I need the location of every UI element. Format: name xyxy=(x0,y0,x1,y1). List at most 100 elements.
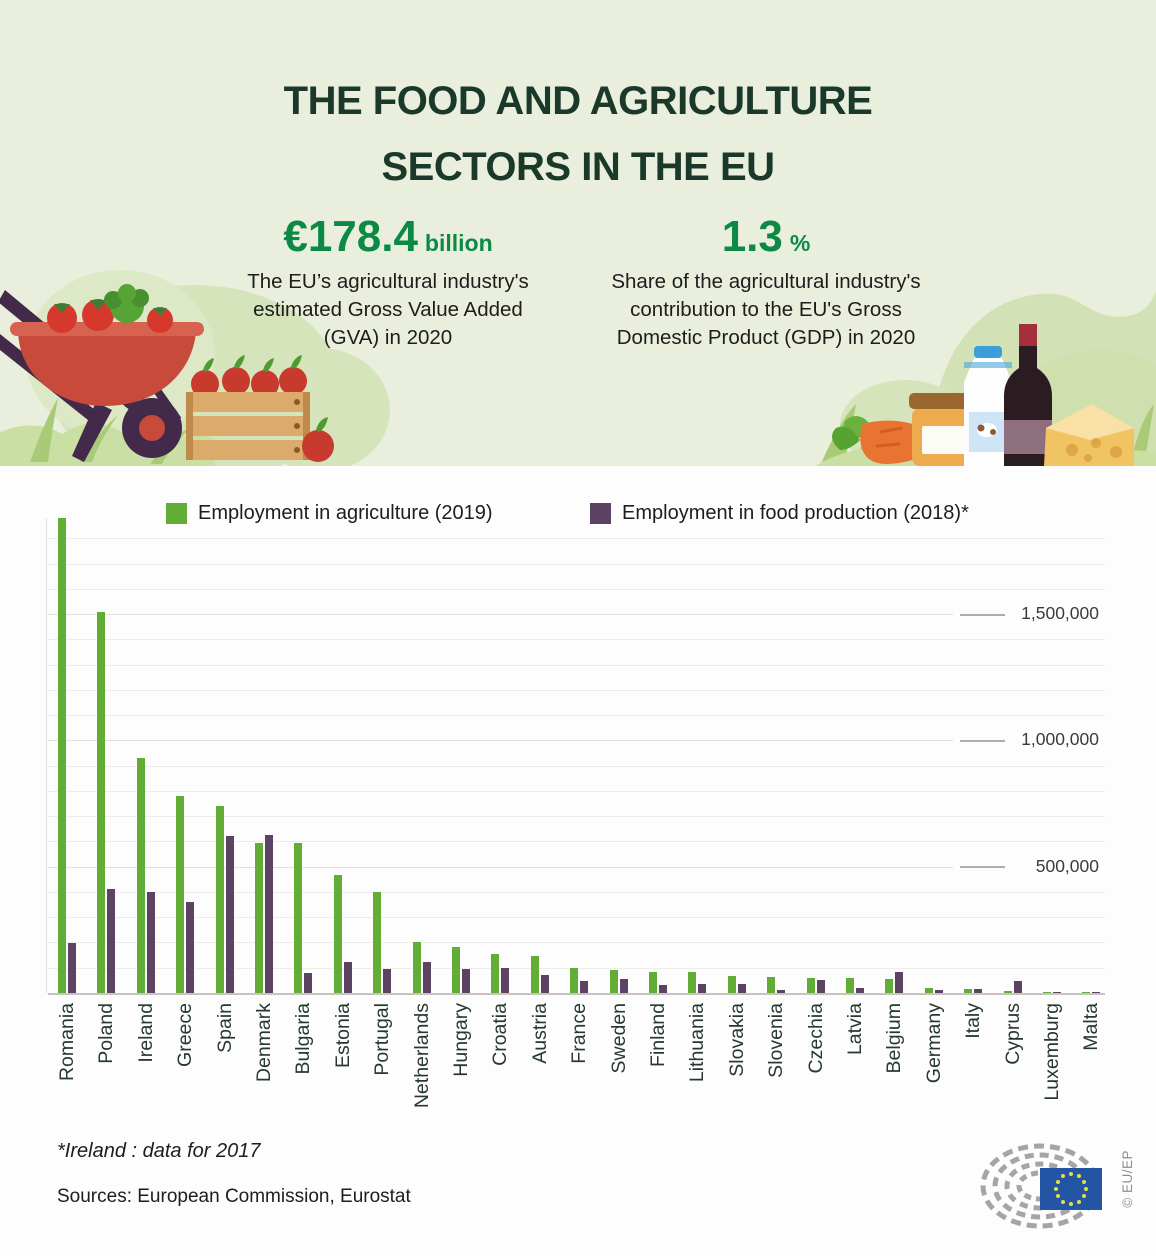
bar-agriculture-romania xyxy=(58,518,66,993)
bar-food-production-bulgaria xyxy=(304,973,313,993)
gridline xyxy=(48,740,953,742)
gridline xyxy=(48,765,1105,767)
bar-food-production-cyprus xyxy=(1013,981,1022,993)
bar-agriculture-cyprus xyxy=(1003,991,1012,993)
bar-agriculture-hungary xyxy=(452,947,460,993)
bar-food-production-germany xyxy=(934,990,943,993)
x-axis-label-netherlands: Netherlands xyxy=(410,1003,433,1109)
gridline xyxy=(48,715,1105,717)
milk-bottle-icon xyxy=(964,346,1012,466)
bar-agriculture-france xyxy=(570,968,579,993)
y-axis-label: 500,000 xyxy=(1035,855,1099,876)
gridline xyxy=(48,790,1105,792)
bar-agriculture-netherlands xyxy=(412,942,421,993)
gridline xyxy=(48,614,953,616)
gridline xyxy=(48,563,1105,565)
bar-agriculture-germany xyxy=(924,988,933,993)
bar-food-production-latvia xyxy=(856,988,864,993)
stat-gdp-description: Share of the agricultural industry's con… xyxy=(611,270,921,349)
gridline xyxy=(48,538,1105,540)
x-axis-label-denmark: Denmark xyxy=(253,1003,275,1083)
copyright-credit: © EU/EP xyxy=(1120,1150,1135,1208)
bar-agriculture-italy xyxy=(964,989,973,993)
legend-swatch-agriculture xyxy=(166,503,187,524)
x-axis-label-estonia: Estonia xyxy=(331,1003,354,1069)
x-axis-label-luxemburg: Luxemburg xyxy=(1041,1003,1063,1101)
footnote-ireland: *Ireland : data for 2017 xyxy=(57,1140,261,1162)
stat-gva-value: €178.4 xyxy=(283,212,418,261)
bar-food-production-hungary xyxy=(462,969,470,993)
x-axis-label-lithuania: Lithuania xyxy=(686,1003,709,1083)
bar-agriculture-poland xyxy=(97,612,106,993)
bar-agriculture-portugal xyxy=(373,892,382,993)
bar-food-production-croatia xyxy=(501,968,510,993)
x-axis-label-czechia: Czechia xyxy=(804,1003,827,1074)
y-tick xyxy=(960,739,1005,742)
gridline xyxy=(48,891,1105,893)
x-axis-label-croatia: Croatia xyxy=(489,1003,512,1066)
bar-agriculture-ireland xyxy=(136,758,145,993)
x-axis-label-ireland: Ireland xyxy=(134,1003,157,1063)
jar-icon xyxy=(909,393,979,466)
bar-food-production-denmark xyxy=(265,835,273,993)
x-axis-label-bulgaria: Bulgaria xyxy=(292,1003,315,1075)
bar-food-production-portugal xyxy=(383,969,392,993)
apple-crate-icon xyxy=(186,355,334,462)
x-axis-label-hungary: Hungary xyxy=(450,1003,472,1077)
gridline xyxy=(48,942,1105,944)
bar-food-production-spain xyxy=(225,836,234,993)
x-axis-label-latvia: Latvia xyxy=(844,1003,866,1056)
bar-agriculture-austria xyxy=(530,956,539,993)
bar-food-production-czechia xyxy=(816,980,825,993)
x-axis-label-italy: Italy xyxy=(962,1003,985,1039)
gridline xyxy=(48,841,1105,843)
bar-agriculture-sweden xyxy=(609,970,618,993)
y-axis-line xyxy=(46,518,47,993)
bar-agriculture-slovakia xyxy=(727,976,736,993)
bar-food-production-ireland xyxy=(146,892,155,993)
wheelbarrow-icon xyxy=(0,284,204,462)
page-title: THE FOOD AND AGRICULTURE SECTORS IN THE … xyxy=(0,68,1156,200)
x-axis-label-romania: Romania xyxy=(56,1003,78,1082)
legend-item-food-production: Employment in food production (2018)* xyxy=(590,502,969,525)
bar-food-production-greece xyxy=(186,902,195,993)
bar-food-production-belgium xyxy=(895,972,904,993)
bar-agriculture-croatia xyxy=(491,954,500,993)
bar-food-production-finland xyxy=(659,985,667,993)
european-parliament-logo xyxy=(980,1143,1102,1229)
legend-label-agriculture: Employment in agriculture (2019) xyxy=(198,502,493,524)
x-axis-label-spain: Spain xyxy=(213,1003,236,1053)
x-axis-label-austria: Austria xyxy=(528,1003,551,1064)
gridline xyxy=(48,689,1105,691)
cheese-icon xyxy=(1044,404,1134,466)
bar-agriculture-malta xyxy=(1082,992,1091,993)
title-line-1: THE FOOD AND AGRICULTURE xyxy=(283,79,873,123)
wine-bottle-icon xyxy=(1004,324,1052,466)
y-axis-label: 1,500,000 xyxy=(1021,603,1099,624)
title-line-2: SECTORS IN THE EU xyxy=(381,145,775,189)
bar-food-production-sweden xyxy=(619,979,628,993)
x-axis-label-cyprus: Cyprus xyxy=(1001,1003,1024,1065)
bar-food-production-luxemburg xyxy=(1053,992,1061,993)
x-axis-label-sweden: Sweden xyxy=(607,1003,630,1074)
bar-agriculture-greece xyxy=(176,796,185,993)
bar-agriculture-slovenia xyxy=(767,977,776,993)
bar-agriculture-belgium xyxy=(885,979,894,993)
bar-food-production-netherlands xyxy=(422,962,431,993)
gridline xyxy=(48,588,1105,590)
gridline xyxy=(48,639,1105,641)
x-axis-line xyxy=(48,993,1105,995)
y-axis-label: 1,000,000 xyxy=(1021,729,1099,750)
stat-gdp-share: 1.3 % Share of the agricultural industry… xyxy=(566,212,966,352)
x-axis-label-malta: Malta xyxy=(1080,1003,1103,1051)
bar-food-production-estonia xyxy=(343,962,352,993)
bar-agriculture-spain xyxy=(215,806,224,993)
decorative-illustration xyxy=(0,270,1156,466)
plot-area: 500,000 1,000,000 1,500,000 Romania Poland Ir… xyxy=(46,510,1105,1108)
gridline xyxy=(48,917,1105,919)
legend-swatch-food-production xyxy=(590,503,611,524)
eu-flag-stars xyxy=(1054,1172,1088,1206)
x-axis-label-poland: Poland xyxy=(95,1003,118,1064)
bar-agriculture-denmark xyxy=(255,843,263,993)
